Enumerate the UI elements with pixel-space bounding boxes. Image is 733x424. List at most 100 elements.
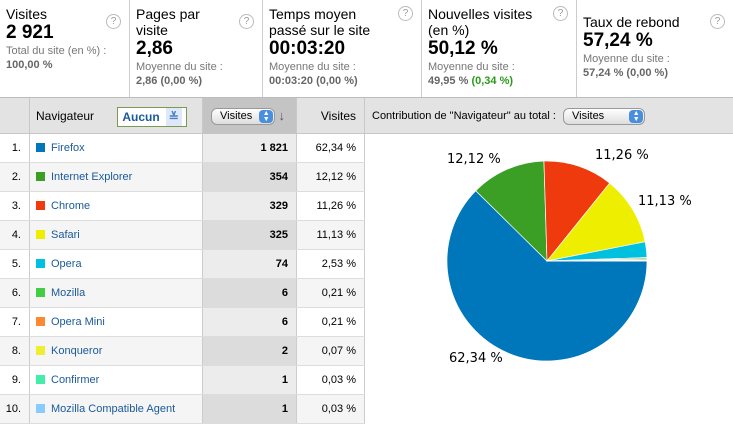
row-rank: 9. [0, 366, 30, 394]
row-browser: Firefox [30, 134, 203, 162]
metric-visits: Visites 2 921 Total du site (en %) : 100… [0, 0, 130, 97]
color-swatch-icon [36, 346, 45, 355]
metric-sub: Moyenne du site : [428, 60, 570, 74]
row-percent: 2,53 % [297, 250, 365, 278]
row-rank: 1. [0, 134, 30, 162]
pie-label: 62,34 % [449, 351, 503, 366]
color-swatch-icon [36, 317, 45, 326]
table-row: 10. Mozilla Compatible Agent 1 0,03 % [0, 395, 365, 424]
header-rank [0, 98, 30, 134]
metric-value: 50,12 % [428, 38, 570, 60]
metric-title: Taux de rebond [583, 14, 727, 30]
row-visits: 2 [203, 337, 297, 365]
metric-new-visits: Nouvelles visites (en %) 50,12 % Moyenne… [422, 0, 577, 97]
browser-link[interactable]: Chrome [51, 200, 90, 212]
table-row: 8. Konqueror 2 0,07 % [0, 337, 365, 366]
metric-sub: Total du site (en %) : [6, 44, 123, 58]
table-row: 1. Firefox 1 821 62,34 % [0, 134, 365, 163]
browser-link[interactable]: Opera [51, 258, 82, 270]
metric-select[interactable]: Visites ▲▼ [211, 108, 275, 125]
color-swatch-icon [36, 201, 45, 210]
row-percent: 0,03 % [297, 366, 365, 394]
secondary-dimension-value: Aucun [122, 110, 159, 124]
row-rank: 4. [0, 221, 30, 249]
help-icon[interactable]: ? [710, 14, 725, 29]
metric-title: Temps moyen passé sur le site [269, 6, 415, 38]
table-row: 2. Internet Explorer 354 12,12 % [0, 163, 365, 192]
metric-select-value: Visites [220, 110, 252, 122]
metric-subvalue: 49,95 % [428, 75, 468, 87]
row-visits: 74 [203, 250, 297, 278]
table-row: 6. Mozilla 6 0,21 % [0, 279, 365, 308]
row-browser: Opera [30, 250, 203, 278]
row-browser: Konqueror [30, 337, 203, 365]
metric-value: 2,86 [136, 38, 256, 60]
row-rank: 6. [0, 279, 30, 307]
contribution-select-value: Visites [572, 110, 604, 122]
browser-link[interactable]: Opera Mini [51, 316, 105, 328]
select-arrows-icon: ▲▼ [259, 110, 273, 123]
help-icon[interactable]: ? [106, 14, 121, 29]
color-swatch-icon [36, 375, 45, 384]
row-percent: 0,21 % [297, 279, 365, 307]
browser-link[interactable]: Mozilla Compatible Agent [51, 403, 175, 415]
row-browser: Chrome [30, 192, 203, 220]
select-arrows-icon: ▲▼ [629, 110, 643, 123]
browser-link[interactable]: Firefox [51, 142, 85, 154]
browser-link[interactable]: Konqueror [51, 345, 102, 357]
help-icon[interactable]: ? [239, 14, 254, 29]
header-sort-metric: Visites ▲▼ ↓ [203, 98, 297, 134]
secondary-dimension-select[interactable]: Aucun≚ [117, 107, 186, 127]
help-icon[interactable]: ? [398, 6, 413, 21]
metric-value: 57,24 % [583, 30, 727, 52]
table-row: 3. Chrome 329 11,26 % [0, 192, 365, 221]
metric-avg-time: Temps moyen passé sur le site 00:03:20 M… [263, 0, 422, 97]
row-visits: 325 [203, 221, 297, 249]
dimension-label: Navigateur [36, 109, 94, 123]
help-icon[interactable]: ? [553, 6, 568, 21]
metric-pages-per-visit: Pages par visite 2,86 Moyenne du site : … [130, 0, 263, 97]
color-swatch-icon [36, 172, 45, 181]
metric-sub: Moyenne du site : [136, 60, 256, 74]
contribution-select[interactable]: Visites ▲▼ [563, 108, 645, 125]
browser-link[interactable]: Internet Explorer [51, 171, 132, 183]
row-visits: 1 [203, 395, 297, 423]
metric-subvalue: 2,86 (0,00 %) [136, 74, 256, 88]
row-browser: Safari [30, 221, 203, 249]
row-visits: 6 [203, 279, 297, 307]
metric-bounce-rate: Taux de rebond 57,24 % Moyenne du site :… [577, 0, 733, 97]
row-rank: 3. [0, 192, 30, 220]
browser-link[interactable]: Confirmer [51, 374, 99, 386]
metric-title: Pages par visite [136, 6, 256, 38]
metric-value: 2 921 [6, 22, 123, 44]
metric-subvalue: 57,24 % (0,00 %) [583, 66, 727, 80]
header-visits[interactable]: Visites [297, 98, 365, 134]
metric-delta: (0,34 %) [471, 75, 513, 87]
row-browser: Confirmer [30, 366, 203, 394]
color-swatch-icon [36, 288, 45, 297]
color-swatch-icon [36, 404, 45, 413]
row-percent: 0,03 % [297, 395, 365, 423]
browser-link[interactable]: Safari [51, 229, 80, 241]
row-visits: 6 [203, 308, 297, 336]
color-swatch-icon [36, 230, 45, 239]
table-row: 5. Opera 74 2,53 % [0, 250, 365, 279]
metric-subvalue: 00:03:20 (0,00 %) [269, 74, 415, 88]
table-header: Navigateur Aucun≚ Visites ▲▼ ↓ Visites Co… [0, 98, 733, 134]
metric-value: 00:03:20 [269, 38, 415, 60]
pie-chart: 62,34 %12,12 %11,26 %11,13 % [365, 134, 733, 421]
row-browser: Internet Explorer [30, 163, 203, 191]
row-rank: 2. [0, 163, 30, 191]
metric-title: Nouvelles visites (en %) [428, 6, 570, 38]
metric-sub: Moyenne du site : [583, 52, 727, 66]
color-swatch-icon [36, 143, 45, 152]
contribution-label: Contribution de "Navigateur" au total : [372, 110, 556, 122]
sort-desc-icon[interactable]: ↓ [279, 108, 286, 123]
header-dimension: Navigateur Aucun≚ [30, 98, 203, 134]
pie-label: 11,13 % [638, 194, 692, 209]
metric-subvalue: 100,00 % [6, 58, 123, 72]
browser-link[interactable]: Mozilla [51, 287, 85, 299]
table-row: 7. Opera Mini 6 0,21 % [0, 308, 365, 337]
row-visits: 1 [203, 366, 297, 394]
row-percent: 0,21 % [297, 308, 365, 336]
